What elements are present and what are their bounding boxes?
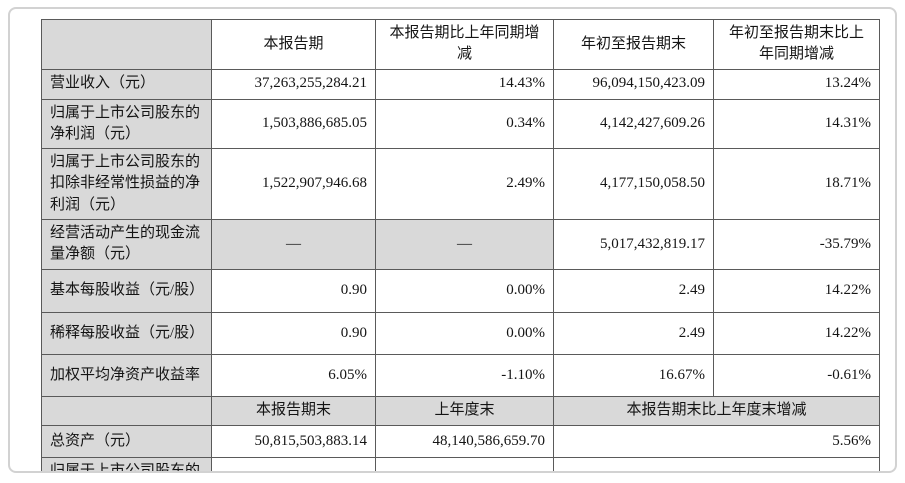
row-label: 加权平均净资产收益率 [41, 353, 212, 397]
header-row-period: 本报告期 本报告期比上年同期增减 年初至报告期末 年初至报告期末比上年同期增减 [41, 19, 880, 70]
cell-value: 14.22% [713, 311, 880, 355]
cell-value: 4,177,150,058.50 [553, 148, 714, 221]
row-label: 基本每股收益（元/股） [41, 268, 212, 313]
header-year-to-date-yoy-change: 年初至报告期末比上年同期增减 [713, 19, 880, 70]
cell-value: 4,142,427,609.26 [553, 98, 714, 150]
cell-value: -0.61% [713, 353, 880, 397]
cell-value: 1,522,907,946.68 [211, 148, 376, 221]
table-row-net-profit-excl-nonrecurring: 归属于上市公司股东的扣除非经常性损益的净利润（元） 1,522,907,946.… [41, 148, 880, 221]
cell-value: 14.22% [713, 268, 880, 313]
row-label: 营业收入（元） [41, 68, 212, 100]
cell-value: 0.00% [375, 268, 554, 313]
cell-value: 2.49 [553, 311, 714, 355]
cell-value: 6.05% [211, 353, 376, 397]
cell-value: 13.24% [713, 68, 880, 100]
cell-value: 0.90 [211, 268, 376, 313]
cell-value: 50,815,503,883.14 [211, 424, 376, 458]
row-label: 归属于上市公司股东的所有者权益（元） [41, 456, 212, 471]
header-current-period: 本报告期 [211, 19, 376, 70]
header-year-to-date: 年初至报告期末 [553, 19, 714, 70]
cell-value: -35.79% [713, 219, 880, 270]
table-row-owners-equity: 归属于上市公司股东的所有者权益（元） 25,268,666,518.43 23,… [41, 456, 880, 471]
cell-value: 5.56% [553, 424, 880, 458]
row-label: 稀释每股收益（元/股） [41, 311, 212, 355]
row-label: 归属于上市公司股东的净利润（元） [41, 98, 212, 150]
header-prior-year-end: 上年度末 [375, 395, 554, 426]
corner-cell [41, 19, 212, 70]
header-period-end-vs-prior-year-end-change: 本报告期末比上年度末增减 [553, 395, 880, 426]
cell-value: -1.10% [375, 353, 554, 397]
table-row-diluted-eps: 稀释每股收益（元/股） 0.90 0.00% 2.49 14.22% [41, 311, 880, 355]
cell-value: 37,263,255,284.21 [211, 68, 376, 100]
cell-value: 0.90 [211, 311, 376, 355]
row-label: 归属于上市公司股东的扣除非经常性损益的净利润（元） [41, 148, 212, 221]
cell-value: 14.43% [375, 68, 554, 100]
cell-value: 2.49 [553, 268, 714, 313]
cell-value: 5,017,432,819.17 [553, 219, 714, 270]
table-row-weighted-average-roe: 加权平均净资产收益率 6.05% -1.10% 16.67% -0.61% [41, 353, 880, 397]
header-current-period-end: 本报告期末 [211, 395, 376, 426]
cell-value: 16.67% [553, 353, 714, 397]
row-label: 经营活动产生的现金流量净额（元） [41, 219, 212, 270]
report-card: 本报告期 本报告期比上年同期增减 年初至报告期末 年初至报告期末比上年同期增减 … [8, 7, 897, 473]
cell-value: 1,503,886,685.05 [211, 98, 376, 150]
header-row-period-end: 本报告期末 上年度末 本报告期末比上年度末增减 [41, 395, 880, 426]
corner-cell [41, 395, 212, 426]
cell-value: 48,140,586,659.70 [375, 424, 554, 458]
row-label: 总资产（元） [41, 424, 212, 458]
table-row-total-assets: 总资产（元） 50,815,503,883.14 48,140,586,659.… [41, 424, 880, 458]
cell-value: 14.31% [713, 98, 880, 150]
cell-value: 2.49% [375, 148, 554, 221]
header-current-period-yoy-change: 本报告期比上年同期增减 [375, 19, 554, 70]
table-row-basic-eps: 基本每股收益（元/股） 0.90 0.00% 2.49 14.22% [41, 268, 880, 313]
cell-value: 18.71% [713, 148, 880, 221]
table-row-net-profit: 归属于上市公司股东的净利润（元） 1,503,886,685.05 0.34% … [41, 98, 880, 150]
cell-value: 25,268,666,518.43 [211, 456, 376, 471]
cell-value: 96,094,150,423.09 [553, 68, 714, 100]
cell-value: 0.00% [375, 311, 554, 355]
cell-value: 23,905,302,719.55 [375, 456, 554, 471]
cell-value-dash: — [211, 219, 376, 270]
financial-summary-table: 本报告期 本报告期比上年同期增减 年初至报告期末 年初至报告期末比上年同期增减 … [41, 19, 880, 471]
cell-value: 5.70% [553, 456, 880, 471]
cell-value: 0.34% [375, 98, 554, 150]
table-row-operating-revenue: 营业收入（元） 37,263,255,284.21 14.43% 96,094,… [41, 68, 880, 100]
cell-value-dash: — [375, 219, 554, 270]
table-row-operating-cash-flow: 经营活动产生的现金流量净额（元） — — 5,017,432,819.17 -3… [41, 219, 880, 270]
